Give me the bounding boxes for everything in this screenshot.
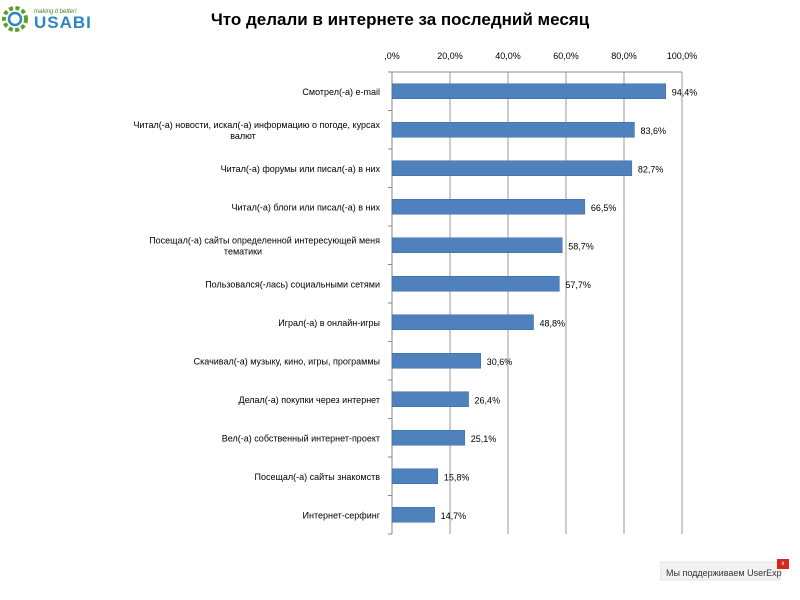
bar [391,83,667,99]
x-tick-label: 20,0% [437,51,463,61]
data-label: 25,1% [471,434,497,444]
category-label: Посещал(-а) сайты знакомств [255,472,381,482]
bar [391,314,534,330]
data-label: 58,7% [568,241,594,251]
bar [391,353,481,369]
bar [391,391,469,407]
logo-slogan: making it better! [34,9,77,15]
category-label: Посещал(-а) сайты определенной интересую… [149,235,380,245]
data-label: 94,4% [672,87,698,97]
data-label: 66,5% [591,203,617,213]
category-label: Пользовался(-лась) социальными сетями [205,279,380,289]
data-label: 83,6% [640,126,666,136]
data-label: 30,6% [487,357,513,367]
x-tick-label: 40,0% [495,51,521,61]
data-label: 48,8% [540,318,566,328]
category-label: Скачивал(-а) музыку, кино, игры, програм… [194,356,380,366]
category-label: Вел(-а) собственный интернет-проект [222,433,380,443]
bar [391,237,563,253]
data-label: 15,8% [444,472,470,482]
bar [391,276,560,292]
chart-title: Что делали в интернете за последний меся… [210,10,590,29]
category-label: Интернет-серфинг [303,510,381,520]
footer-text[interactable]: Мы поддерживаем UserExp [666,568,782,578]
bar [391,122,635,138]
close-icon[interactable]: x [777,559,789,569]
category-label: Читал(-а) новости, искал(-а) информацию … [133,120,380,130]
category-label: Делал(-а) покупки через интернет [238,395,380,405]
x-tick-label: 60,0% [553,51,579,61]
bar [391,199,586,215]
category-label: Читал(-а) блоги или писал(-а) в них [232,202,381,212]
data-label: 26,4% [475,395,501,405]
data-label: 14,7% [441,511,467,521]
data-label: 82,7% [638,164,664,174]
x-tick-label: 100,0% [667,51,698,61]
logo-brand: USABI [34,13,92,32]
category-label: валют [230,131,256,141]
x-tick-label: 80,0% [611,51,637,61]
bar [391,507,435,523]
bar [391,430,466,446]
gear-icon [2,6,28,32]
category-label: Читал(-а) форумы или писал(-а) в них [221,164,381,174]
x-tick-label: ,0% [384,51,400,61]
bar [391,468,439,484]
category-label: тематики [224,246,262,256]
category-label: Играл(-а) в онлайн-игры [278,318,380,328]
data-label: 57,7% [565,280,591,290]
footer-badge-bg [660,561,781,581]
logo: making it better! USABI [0,0,100,40]
bar [391,160,633,176]
category-label: Смотрел(-а) e-mail [302,87,380,97]
